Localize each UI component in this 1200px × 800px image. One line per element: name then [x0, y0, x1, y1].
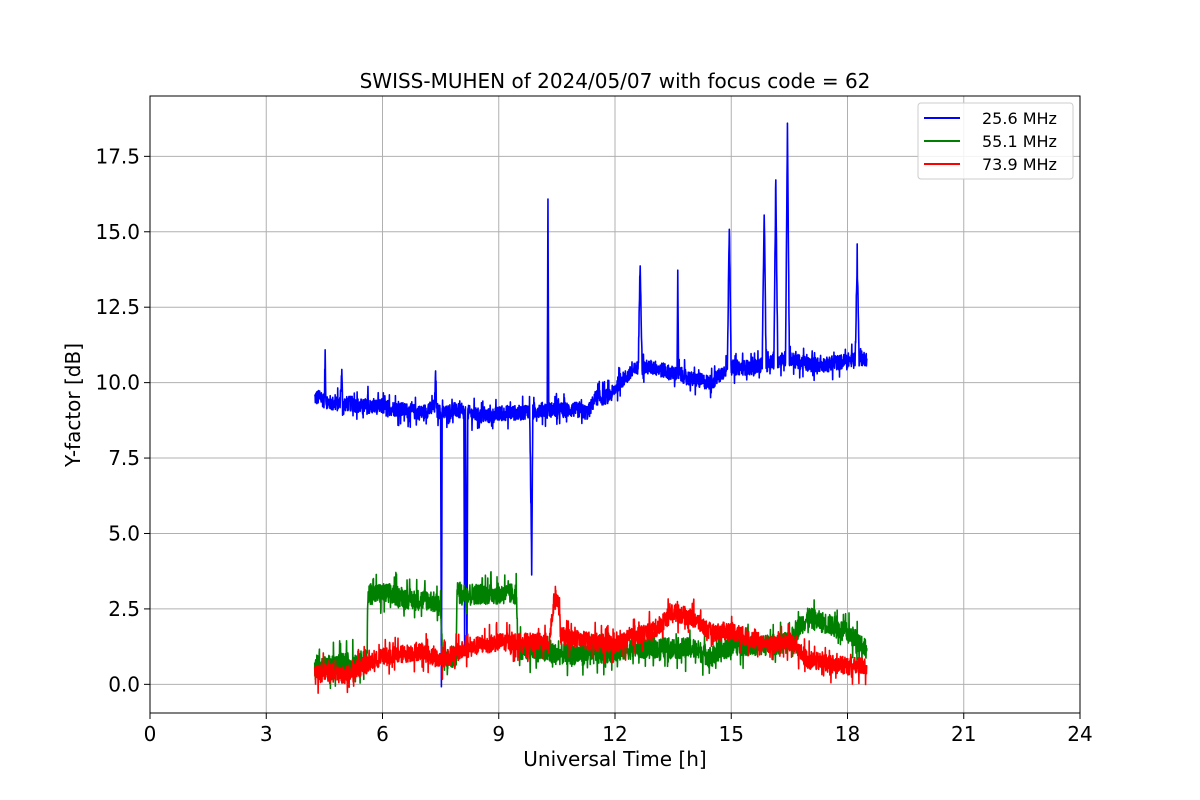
x-tick-label: 3	[260, 722, 273, 746]
y-tick-label: 10.0	[95, 371, 140, 395]
legend-entry-3: 73.9 MHz	[982, 155, 1057, 174]
x-tick-label: 0	[144, 722, 157, 746]
legend-entry-1: 25.6 MHz	[982, 109, 1057, 128]
x-tick-label: 15	[719, 722, 744, 746]
legend-box	[917, 102, 1074, 180]
y-axis: 0.0 2.5 5.0 7.5 10.0 12.5 15.0 17.5	[95, 144, 150, 696]
y-tick-label: 2.5	[108, 597, 140, 621]
x-tick-label: 9	[492, 722, 505, 746]
series-line-1	[314, 122, 868, 688]
y-tick-label: 0.0	[108, 672, 140, 696]
x-tick-label: 24	[1067, 722, 1092, 746]
y-tick-label: 17.5	[95, 144, 140, 168]
y-tick-label: 12.5	[95, 295, 140, 319]
y-axis-label: Y-factor [dB]	[61, 343, 85, 468]
x-tick-label: 6	[376, 722, 389, 746]
y-tick-label: 15.0	[95, 220, 140, 244]
y-tick-label: 7.5	[108, 446, 140, 470]
x-tick-label: 12	[602, 722, 627, 746]
x-axis: 0 3 6 9 12 15 18 21 24	[144, 713, 1093, 746]
legend: 25.6 MHz 55.1 MHz 73.9 MHz	[917, 102, 1074, 180]
x-axis-label: Universal Time [h]	[523, 747, 706, 771]
y-tick-label: 5.0	[108, 521, 140, 545]
series-line-3	[313, 585, 868, 694]
plot-area	[313, 122, 868, 694]
chart-title: SWISS-MUHEN of 2024/05/07 with focus cod…	[360, 69, 871, 93]
x-tick-label: 21	[951, 722, 976, 746]
legend-entry-2: 55.1 MHz	[982, 132, 1057, 151]
x-tick-label: 18	[835, 722, 860, 746]
